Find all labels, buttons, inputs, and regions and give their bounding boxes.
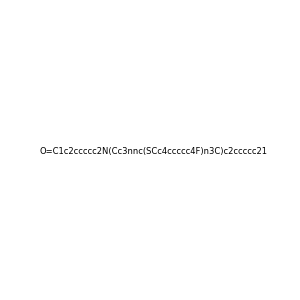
Text: O=C1c2ccccc2N(Cc3nnc(SCc4ccccc4F)n3C)c2ccccc21: O=C1c2ccccc2N(Cc3nnc(SCc4ccccc4F)n3C)c2c… (40, 147, 268, 156)
